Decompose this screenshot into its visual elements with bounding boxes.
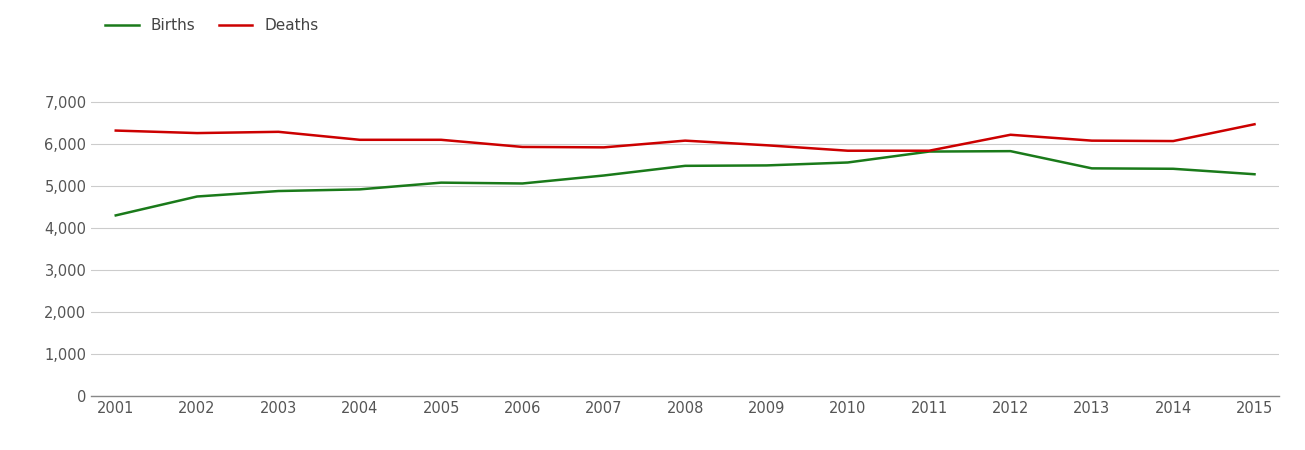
Births — [677, 163, 693, 169]
Births — [1165, 166, 1181, 171]
Deaths — [921, 148, 937, 153]
Deaths — [1165, 138, 1181, 144]
Births — [1246, 171, 1262, 177]
Deaths — [514, 144, 530, 150]
Deaths — [1246, 122, 1262, 127]
Legend: Births, Deaths: Births, Deaths — [99, 12, 325, 39]
Deaths — [1002, 132, 1018, 137]
Births — [921, 149, 937, 154]
Births — [433, 180, 449, 185]
Deaths — [108, 128, 124, 133]
Line: Births: Births — [116, 151, 1254, 216]
Deaths — [433, 137, 449, 143]
Deaths — [352, 137, 368, 143]
Deaths — [270, 129, 286, 135]
Births — [840, 160, 856, 165]
Deaths — [840, 148, 856, 153]
Births — [1002, 148, 1018, 154]
Births — [189, 194, 205, 199]
Births — [596, 173, 612, 178]
Births — [270, 189, 286, 194]
Deaths — [189, 130, 205, 136]
Deaths — [677, 138, 693, 144]
Deaths — [758, 143, 774, 148]
Deaths — [1084, 138, 1100, 144]
Births — [108, 213, 124, 218]
Births — [514, 181, 530, 186]
Births — [352, 187, 368, 192]
Deaths — [596, 144, 612, 150]
Line: Deaths: Deaths — [116, 124, 1254, 151]
Births — [1084, 166, 1100, 171]
Births — [758, 163, 774, 168]
